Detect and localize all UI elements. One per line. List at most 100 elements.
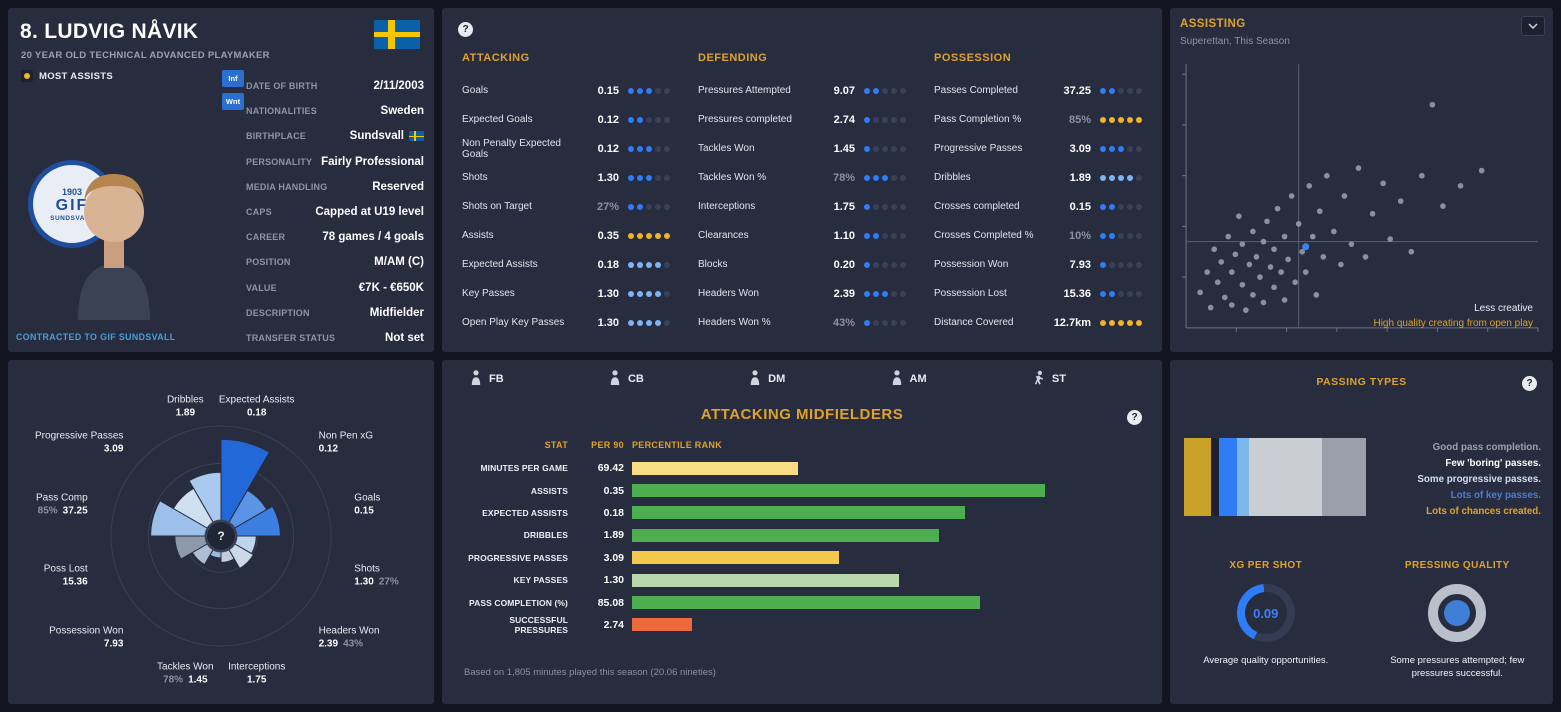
rating-dots: [628, 203, 670, 210]
stat-row: Non Penalty Expected Goals 0.12: [462, 134, 670, 163]
player-field-label: DESCRIPTION: [246, 307, 310, 318]
pizza-help-icon[interactable]: ?: [206, 521, 236, 551]
rating-dot: [1136, 232, 1142, 239]
stat-label: Headers Won: [698, 288, 759, 299]
player-field-label: BIRTHPLACE: [246, 131, 306, 142]
stat-row: Tackles Won % 78%: [698, 163, 906, 192]
position-st[interactable]: ST: [1032, 370, 1066, 388]
stat-column-possession: POSSESSION Passes Completed 37.25 Pass Comp…: [934, 52, 1142, 348]
scatter-highlight-point: [1302, 243, 1310, 251]
rating-dot: [1118, 145, 1124, 152]
percentile-bar: [632, 461, 799, 475]
stat-value: 2.74: [833, 113, 855, 126]
rating-dot: [655, 116, 661, 123]
percentile-per90-value: 1.30: [603, 574, 624, 587]
stat-row: Pressures completed 2.74: [698, 105, 906, 134]
stat-row: Assists 0.35: [462, 221, 670, 250]
percentile-help-icon[interactable]: ?: [1127, 410, 1142, 425]
radar-slice-value: 15.36: [63, 577, 88, 588]
stat-label: Tackles Won: [698, 143, 755, 154]
stat-label: Possession Lost: [934, 288, 1007, 299]
passing-types-note: Lots of chances created.: [1426, 506, 1541, 517]
percentile-bar-track: [632, 596, 1136, 610]
position-fb[interactable]: FB: [470, 370, 504, 388]
rating-dot: [637, 261, 643, 268]
rating-dots: [628, 145, 670, 152]
stat-row: Pressures Attempted 9.07: [698, 76, 906, 105]
rating-dot: [873, 319, 879, 326]
scatter-point: [1260, 299, 1267, 306]
scatter-point: [1440, 203, 1446, 209]
side-tab-inf[interactable]: Inf: [222, 70, 244, 87]
rating-dot: [655, 261, 661, 268]
player-field-value: Fairly Professional: [321, 155, 424, 168]
position-cb[interactable]: CB: [609, 370, 644, 388]
player-field-value: M/AM (C): [374, 256, 424, 269]
stat-value: 0.15: [1069, 200, 1091, 213]
rating-dot: [1118, 261, 1124, 268]
stat-label: Progressive Passes: [934, 143, 1023, 154]
stat-value: 12.7km: [1053, 316, 1091, 329]
rating-dot: [1118, 232, 1124, 239]
stat-label: Key Passes: [462, 288, 515, 299]
position-icon-am: [891, 370, 903, 388]
stat-value: 0.35: [597, 229, 619, 242]
scatter-point: [1320, 254, 1327, 260]
stat-value: 15.36: [1063, 287, 1091, 300]
scatter-point: [1292, 279, 1298, 286]
rating-dot: [655, 232, 661, 239]
scatter-point: [1267, 264, 1274, 270]
scatter-point: [1239, 281, 1246, 288]
rating-dots: [1100, 261, 1142, 268]
scatter-point: [1387, 236, 1393, 242]
rating-dot: [900, 290, 906, 297]
rating-dots: [628, 290, 670, 297]
scatter-point: [1478, 167, 1485, 174]
rating-dot: [1118, 290, 1124, 297]
rating-dot: [637, 319, 643, 326]
scatter-point: [1369, 210, 1376, 217]
side-tab-wnt[interactable]: Wnt: [222, 93, 244, 110]
player-field: CAPS Capped at U19 level: [246, 206, 424, 218]
rating-dot: [646, 116, 652, 123]
rating-dot: [646, 232, 652, 239]
radar-slice-value: 0.15: [354, 505, 374, 516]
rating-dot: [628, 319, 634, 326]
stat-label: Blocks: [698, 259, 728, 270]
rating-dot: [1127, 116, 1133, 123]
position-dm[interactable]: DM: [749, 370, 785, 388]
player-field-label: NATIONALITIES: [246, 106, 317, 117]
player-field-label: VALUE: [246, 282, 277, 293]
percentile-row: KEY PASSES 1.30: [464, 569, 1136, 591]
rating-dot: [864, 319, 870, 326]
rating-dot: [864, 261, 870, 268]
rating-dot: [1100, 87, 1106, 94]
percentile-bar: [632, 618, 693, 632]
radar-slice: [219, 505, 281, 537]
stat-row: Clearances 1.10: [698, 221, 906, 250]
rating-dot: [891, 232, 897, 239]
collapse-panel-button[interactable]: [1521, 16, 1545, 36]
passing-types-help-icon[interactable]: ?: [1522, 376, 1537, 391]
rating-dots: [864, 290, 906, 297]
rating-dot: [664, 203, 670, 210]
rating-dot: [1127, 232, 1133, 239]
rating-dots: [1100, 290, 1142, 297]
passing-types-note: Few 'boring' passes.: [1445, 458, 1541, 469]
rating-dot: [1118, 319, 1124, 326]
help-icon[interactable]: ?: [458, 22, 473, 37]
rating-dots: [628, 232, 670, 239]
percentile-bar: [632, 573, 900, 587]
position-am[interactable]: AM: [891, 370, 927, 388]
assisting-scatter-chart: [1182, 64, 1539, 332]
rating-dot: [864, 174, 870, 181]
rating-dot: [664, 116, 670, 123]
stat-value: 0.15: [597, 84, 619, 97]
scatter-point: [1239, 241, 1246, 248]
rating-dot: [637, 232, 643, 239]
scatter-point: [1313, 292, 1320, 298]
crest-town: SUNDSVALL: [50, 214, 94, 222]
rating-dot: [646, 145, 652, 152]
stat-row: Crosses Completed % 10%: [934, 221, 1142, 250]
